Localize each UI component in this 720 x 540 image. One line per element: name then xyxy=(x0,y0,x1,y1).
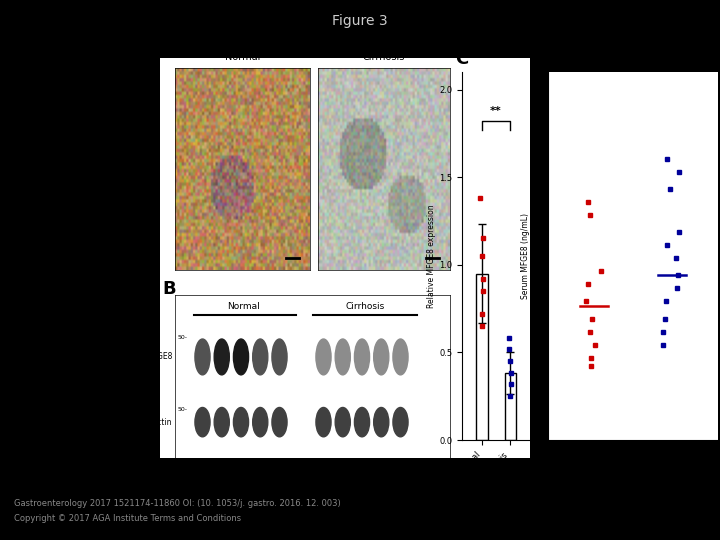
Text: 50-: 50- xyxy=(177,407,187,411)
Text: 50-: 50- xyxy=(177,335,187,340)
Ellipse shape xyxy=(354,408,369,437)
Text: Gastroenterology 2017 1521174-11860 OI: (10. 1053/j. gastro. 2016. 12. 003): Gastroenterology 2017 1521174-11860 OI: … xyxy=(14,500,341,509)
Ellipse shape xyxy=(253,408,268,437)
Ellipse shape xyxy=(214,339,229,375)
Text: Actin: Actin xyxy=(153,417,172,427)
Ellipse shape xyxy=(374,339,389,375)
Text: Cirrhosis: Cirrhosis xyxy=(363,52,405,62)
Y-axis label: Relative MFGE8 expression: Relative MFGE8 expression xyxy=(428,204,436,308)
Ellipse shape xyxy=(374,408,389,437)
Ellipse shape xyxy=(393,408,408,437)
Text: Copyright © 2017 AGA Institute Terms and Conditions: Copyright © 2017 AGA Institute Terms and… xyxy=(14,514,241,523)
Text: MFGE8: MFGE8 xyxy=(146,153,156,185)
Ellipse shape xyxy=(253,339,268,375)
Ellipse shape xyxy=(354,339,369,375)
Ellipse shape xyxy=(195,339,210,375)
Text: Figure 3: Figure 3 xyxy=(332,14,388,28)
Bar xyxy=(476,274,487,440)
Text: Cirrhosis: Cirrhosis xyxy=(345,301,384,310)
Text: Normal: Normal xyxy=(225,52,260,62)
Bar xyxy=(505,373,516,440)
Ellipse shape xyxy=(195,408,210,437)
Y-axis label: Serum MFGE8 (ng/mL): Serum MFGE8 (ng/mL) xyxy=(521,213,530,299)
Ellipse shape xyxy=(393,339,408,375)
Ellipse shape xyxy=(272,339,287,375)
Ellipse shape xyxy=(316,408,331,437)
Ellipse shape xyxy=(233,339,248,375)
Ellipse shape xyxy=(272,408,287,437)
Text: B: B xyxy=(162,280,176,298)
Ellipse shape xyxy=(336,408,351,437)
Ellipse shape xyxy=(233,408,248,437)
Ellipse shape xyxy=(336,339,351,375)
Text: C: C xyxy=(455,50,468,68)
Text: **: ** xyxy=(490,106,502,116)
Ellipse shape xyxy=(214,408,229,437)
Text: MFGE8: MFGE8 xyxy=(146,353,172,361)
Text: A: A xyxy=(162,44,176,62)
Text: D: D xyxy=(542,50,557,68)
Ellipse shape xyxy=(316,339,331,375)
Text: Normal: Normal xyxy=(228,301,260,310)
